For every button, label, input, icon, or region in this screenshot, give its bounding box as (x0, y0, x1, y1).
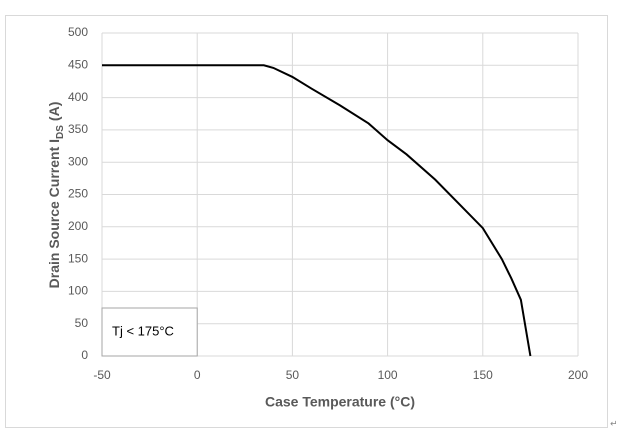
y-axis-title-main: Drain Source Current I (46, 139, 62, 288)
plot-area: 0 50 100 150 200 250 300 350 400 450 500 -50 0 50 100 1… (68, 25, 588, 382)
chart-frame (5, 15, 608, 428)
y-axis-title-unit: (A) (46, 102, 62, 121)
y-tick-label: 300 (68, 154, 88, 168)
y-axis-title-subscript: DS (55, 125, 66, 139)
y-tick-label: 200 (68, 219, 88, 233)
x-tick-label: 150 (473, 368, 493, 382)
y-tick-label: 50 (75, 316, 89, 330)
y-tick-label: 500 (68, 25, 88, 39)
y-tick-label: 350 (68, 122, 88, 136)
y-tick-label: 150 (68, 251, 88, 265)
y-tick-label: 0 (81, 348, 88, 362)
x-tick-label: 100 (378, 368, 398, 382)
y-axis-title: Drain Source Current IDS (A) (46, 102, 66, 289)
annotation-box (101, 307, 198, 357)
x-tick-label: -50 (93, 368, 111, 382)
annotation: Tj < 175°C (112, 323, 174, 338)
x-tick-label: 50 (286, 368, 300, 382)
y-tick-label: 250 (68, 187, 88, 201)
x-axis-title: Case Temperature (°C) (265, 394, 415, 410)
x-tick-label: 0 (194, 368, 201, 382)
x-tick-label: 200 (568, 368, 588, 382)
paragraph-mark: ↵ (610, 418, 618, 428)
y-tick-label: 400 (68, 90, 88, 104)
y-tick-label: 450 (68, 57, 88, 71)
y-tick-label: 100 (68, 284, 88, 298)
data-line (102, 64, 532, 357)
